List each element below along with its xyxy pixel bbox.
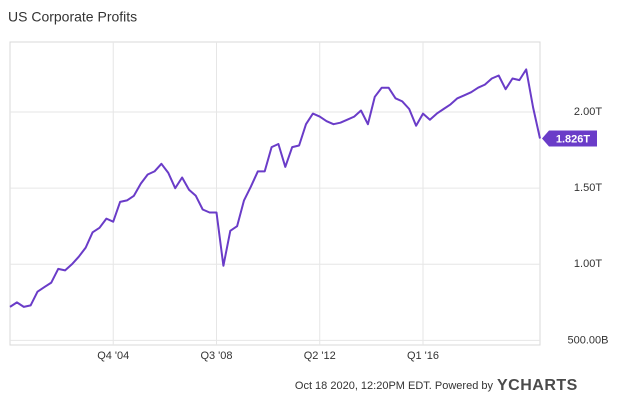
x-tick-label: Q1 '16 — [407, 350, 439, 362]
plot-frame — [9, 41, 541, 346]
footer: Oct 18 2020, 12:20PM EDT. Powered by — [295, 380, 494, 392]
y-tick-label: 1.50T — [574, 182, 602, 194]
x-tick-label: Q3 '08 — [200, 350, 232, 362]
value-label: 1.826T — [556, 133, 591, 145]
x-tick-label: Q4 '04 — [97, 350, 129, 362]
y-tick-label: 1.00T — [574, 258, 602, 270]
value-badge — [542, 130, 597, 147]
chart-title: US Corporate Profits — [8, 9, 137, 25]
line-series — [9, 68, 541, 308]
y-tick-label: 500.00B — [568, 334, 609, 346]
brand-logo: YCHARTS — [497, 377, 578, 394]
y-tick-label: 2.00T — [574, 106, 602, 118]
x-tick-label: Q2 '12 — [304, 350, 336, 362]
